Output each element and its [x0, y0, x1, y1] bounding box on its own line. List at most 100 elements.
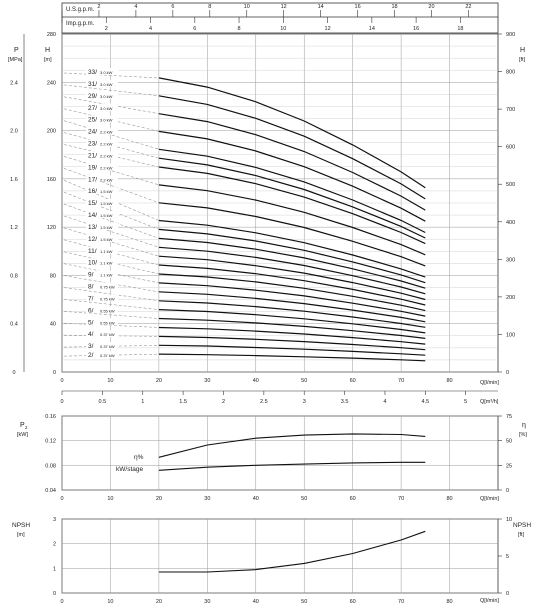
- label-bg: [86, 115, 118, 123]
- series-name: 6/: [88, 307, 94, 314]
- series-kw: 1.5 kW: [100, 189, 113, 194]
- label-bg: [86, 351, 118, 359]
- label-bg: [86, 258, 118, 266]
- right-tick-label: 75: [506, 414, 512, 420]
- y-tick-label: 160: [47, 177, 56, 183]
- head-left-axis-unit: [m]: [44, 57, 52, 63]
- label-bg: [86, 211, 118, 218]
- label-bg: [86, 294, 118, 302]
- label-leader: [63, 227, 159, 257]
- label-bg: [86, 68, 118, 75]
- head-curve: [158, 326, 426, 345]
- series-name: 15/: [88, 200, 97, 207]
- label-bg: [86, 199, 118, 207]
- series-kw: 2.2 kW: [100, 153, 113, 158]
- y-tick-label: 0: [53, 591, 56, 597]
- label-bg: [86, 103, 118, 111]
- x-tick-label: 80: [446, 378, 452, 384]
- series-name: 21/: [88, 152, 97, 159]
- x-tick-label: 10: [107, 378, 113, 384]
- x-tick-label: 70: [398, 496, 404, 502]
- pressure-tick-label: 0: [12, 370, 15, 376]
- right-tick-label: 900: [506, 32, 515, 38]
- x-tick-label: 50: [301, 496, 307, 502]
- series-name: 27/: [88, 105, 97, 112]
- x-tick-label: 50: [301, 378, 307, 384]
- series-kw: 3.0 kW: [100, 82, 113, 87]
- usgpm-label: U.S.g.p.m.: [66, 7, 95, 13]
- pressure-tick-label: 1.2: [10, 225, 18, 231]
- label-bg: [86, 151, 118, 159]
- usgpm-tick-label: 2: [97, 4, 100, 10]
- label-bg: [86, 127, 118, 135]
- label-bg: [86, 139, 118, 147]
- x-tick-label: 30: [204, 599, 210, 605]
- head-curve: [158, 255, 426, 301]
- pressure-tick-label: 0.8: [10, 273, 18, 279]
- series-name: 7/: [88, 295, 94, 302]
- power-axis-unit: [kW]: [17, 432, 28, 438]
- usgpm-tick-label: 20: [428, 4, 434, 10]
- y-tick-label: 0.04: [45, 488, 56, 494]
- y-tick-label: 120: [47, 225, 56, 231]
- x2-tick-label: 0: [60, 399, 63, 405]
- head-curve: [158, 219, 426, 278]
- x-tick-label: 50: [301, 599, 307, 605]
- efficiency-legend: η%: [134, 454, 144, 461]
- series-kw: 1.1 kW: [100, 273, 113, 278]
- impgpm-tick-label: 12: [325, 26, 331, 32]
- label-leader: [63, 156, 159, 186]
- series-name: 8/: [88, 284, 94, 291]
- y-tick-label: 2: [53, 542, 56, 548]
- head-x-axis-title: Q[l/min]: [480, 380, 499, 386]
- head-curve: [158, 95, 426, 200]
- impgpm-tick-label: 14: [369, 26, 375, 32]
- y-tick-label: 0.12: [45, 439, 56, 445]
- y-tick-label: 1: [53, 566, 56, 572]
- impgpm-label: Imp.g.p.m.: [66, 21, 95, 27]
- usgpm-tick-label: 6: [171, 4, 174, 10]
- x-tick-label: 10: [107, 599, 113, 605]
- right-tick-label: 0: [506, 591, 509, 597]
- head-curve: [158, 113, 426, 211]
- series-kw: 0.37 kW: [100, 332, 115, 337]
- head-curve: [158, 344, 426, 356]
- usgpm-tick-label: 18: [391, 4, 397, 10]
- head-curve: [158, 309, 426, 334]
- npsh-x-axis-title: Q[l/min]: [480, 598, 499, 604]
- series-kw: 0.55 kW: [100, 320, 115, 325]
- head-left-axis-title: H: [45, 47, 50, 54]
- impgpm-tick-label: 10: [280, 26, 286, 32]
- right-tick-label: 25: [506, 463, 512, 469]
- series-kw: 1.5 kW: [100, 213, 113, 218]
- right-tick-label: 300: [506, 257, 515, 263]
- label-bg: [86, 175, 118, 183]
- label-leader: [63, 132, 159, 159]
- series-kw: 1.1 kW: [100, 261, 113, 266]
- series-name: 9/: [88, 272, 94, 279]
- label-bg: [86, 187, 118, 195]
- x-tick-label: 20: [156, 599, 162, 605]
- y-tick-label: 200: [47, 129, 56, 135]
- impgpm-tick-label: 2: [105, 26, 108, 32]
- x2-tick-label: 1: [141, 399, 144, 405]
- x-tick-label: 20: [156, 378, 162, 384]
- series-name: 23/: [88, 141, 97, 148]
- right-tick-label: 700: [506, 107, 515, 113]
- pressure-tick-label: 0.4: [10, 322, 18, 328]
- right-tick-label: 500: [506, 182, 515, 188]
- npsh-left-axis-title: NPSH: [12, 522, 30, 529]
- x-tick-label: 0: [60, 599, 63, 605]
- x2-tick-label: 3: [303, 399, 306, 405]
- x-tick-label: 0: [60, 496, 63, 502]
- label-bg: [86, 246, 118, 254]
- x-tick-label: 10: [107, 496, 113, 502]
- series-kw: 1.5 kW: [100, 225, 113, 230]
- label-leader: [63, 120, 159, 150]
- label-leader: [63, 144, 159, 168]
- label-leader: [63, 322, 159, 328]
- right-tick-label: 800: [506, 70, 515, 76]
- x2-tick-label: 0.5: [99, 399, 107, 405]
- head-curve: [158, 273, 426, 312]
